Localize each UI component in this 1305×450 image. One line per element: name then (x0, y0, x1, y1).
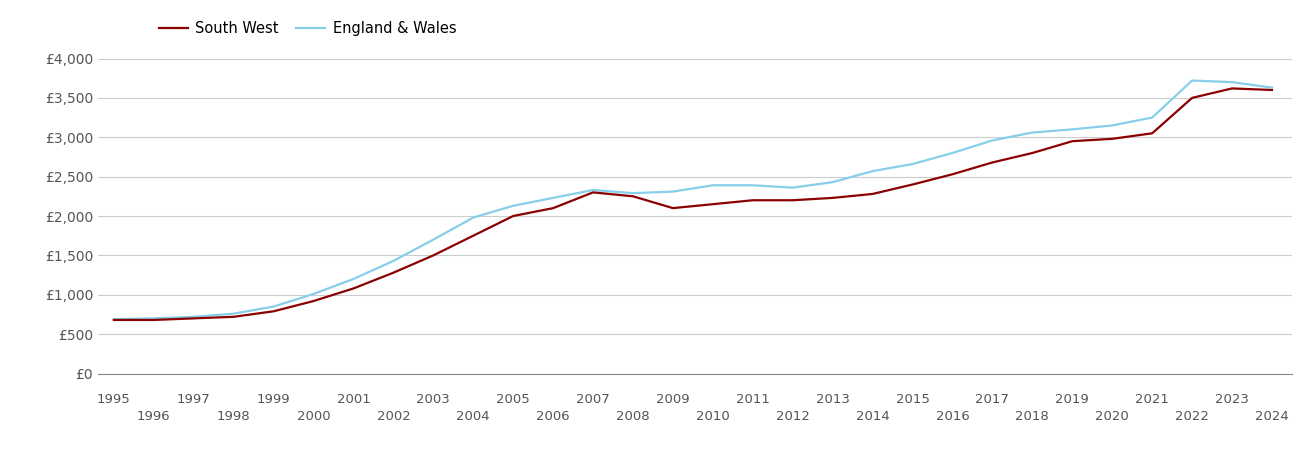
England & Wales (984, 138, 1000, 143)
England & Wales (784, 185, 800, 190)
England & Wales (466, 215, 482, 220)
Text: 2017: 2017 (976, 393, 1009, 406)
Text: 2007: 2007 (577, 393, 609, 406)
South West (1184, 95, 1199, 101)
England & Wales (266, 304, 282, 309)
England & Wales (1224, 79, 1240, 85)
Text: 2019: 2019 (1056, 393, 1090, 406)
South West (545, 205, 561, 211)
South West (1144, 130, 1160, 136)
Text: 2022: 2022 (1176, 410, 1208, 423)
Legend: South West, England & Wales: South West, England & Wales (153, 15, 462, 42)
England & Wales (1104, 123, 1120, 128)
South West (1065, 139, 1081, 144)
Text: 2016: 2016 (936, 410, 970, 423)
South West (1104, 136, 1120, 141)
Text: 2004: 2004 (457, 410, 491, 423)
Text: 2009: 2009 (656, 393, 690, 406)
England & Wales (705, 183, 720, 188)
South West (745, 198, 761, 203)
England & Wales (625, 190, 641, 196)
South West (266, 309, 282, 314)
Text: 2020: 2020 (1095, 410, 1129, 423)
England & Wales (305, 291, 321, 297)
Text: 2011: 2011 (736, 393, 770, 406)
England & Wales (185, 314, 201, 319)
England & Wales (865, 168, 881, 174)
South West (1224, 86, 1240, 91)
Text: 2015: 2015 (895, 393, 929, 406)
England & Wales (1065, 127, 1081, 132)
Line: England & Wales: England & Wales (114, 81, 1272, 319)
South West (904, 182, 920, 187)
South West (585, 190, 600, 195)
Text: 2000: 2000 (296, 410, 330, 423)
Text: 1999: 1999 (257, 393, 291, 406)
Text: 1996: 1996 (137, 410, 171, 423)
South West (146, 317, 162, 323)
England & Wales (1024, 130, 1040, 135)
Text: 2006: 2006 (536, 410, 570, 423)
Text: 1998: 1998 (217, 410, 251, 423)
Text: 2005: 2005 (496, 393, 530, 406)
South West (825, 195, 840, 201)
England & Wales (945, 150, 960, 156)
Text: 1995: 1995 (97, 393, 130, 406)
England & Wales (904, 161, 920, 166)
England & Wales (1265, 85, 1280, 90)
South West (625, 194, 641, 199)
Text: 2024: 2024 (1255, 410, 1289, 423)
South West (346, 286, 361, 291)
England & Wales (1184, 78, 1199, 83)
Text: 2002: 2002 (377, 410, 410, 423)
South West (1024, 150, 1040, 156)
England & Wales (146, 316, 162, 321)
South West (865, 191, 881, 197)
Line: South West: South West (114, 88, 1272, 320)
South West (984, 160, 1000, 165)
England & Wales (585, 187, 600, 193)
Text: 2018: 2018 (1015, 410, 1049, 423)
Text: 2001: 2001 (337, 393, 371, 406)
Text: 2013: 2013 (816, 393, 850, 406)
England & Wales (226, 311, 241, 316)
England & Wales (425, 237, 441, 242)
Text: 2012: 2012 (775, 410, 809, 423)
Text: 2008: 2008 (616, 410, 650, 423)
Text: 2003: 2003 (416, 393, 450, 406)
Text: 2021: 2021 (1135, 393, 1169, 406)
England & Wales (666, 189, 681, 194)
England & Wales (545, 195, 561, 201)
England & Wales (106, 316, 121, 322)
Text: 2010: 2010 (696, 410, 729, 423)
South West (1265, 87, 1280, 93)
South West (505, 213, 521, 219)
England & Wales (505, 203, 521, 208)
England & Wales (346, 276, 361, 282)
South West (705, 202, 720, 207)
Text: 2014: 2014 (856, 410, 890, 423)
South West (185, 316, 201, 321)
England & Wales (745, 183, 761, 188)
South West (226, 314, 241, 319)
England & Wales (1144, 115, 1160, 120)
South West (425, 253, 441, 258)
South West (666, 205, 681, 211)
Text: 1997: 1997 (177, 393, 210, 406)
South West (305, 298, 321, 304)
England & Wales (385, 258, 401, 264)
South West (945, 171, 960, 177)
England & Wales (825, 180, 840, 185)
South West (784, 198, 800, 203)
South West (106, 317, 121, 323)
Text: 2023: 2023 (1215, 393, 1249, 406)
South West (466, 233, 482, 238)
South West (385, 270, 401, 275)
